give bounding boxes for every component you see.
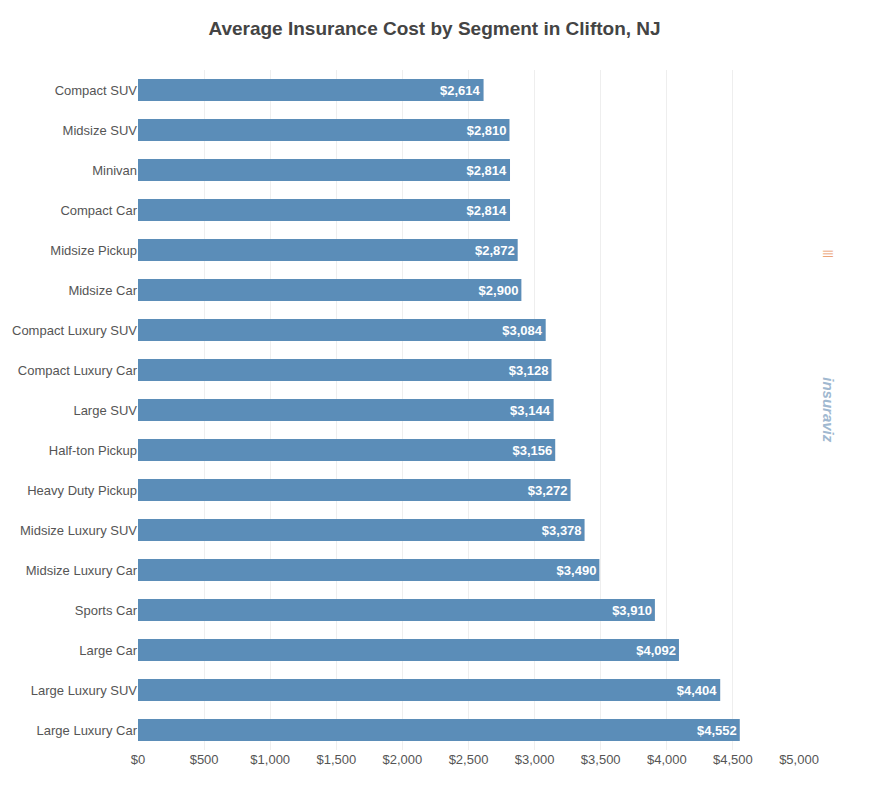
svg-text:$3,128: $3,128 [509,363,549,378]
svg-text:$2,872: $2,872 [475,243,515,258]
svg-text:$3,378: $3,378 [542,523,582,538]
svg-text:Large Luxury SUV: Large Luxury SUV [31,683,138,698]
svg-text:$2,814: $2,814 [466,203,507,218]
svg-text:$1,500: $1,500 [316,752,356,767]
svg-text:insuraviz: insuraviz [820,377,837,443]
svg-text:Compact Luxury Car: Compact Luxury Car [18,363,138,378]
svg-text:$3,910: $3,910 [612,603,652,618]
svg-text:$3,500: $3,500 [581,752,621,767]
svg-text:Compact SUV: Compact SUV [55,83,138,98]
svg-text:Midsize Luxury SUV: Midsize Luxury SUV [20,523,137,538]
svg-text:$3,156: $3,156 [512,443,552,458]
svg-text:$3,000: $3,000 [515,752,555,767]
svg-text:Large Luxury Car: Large Luxury Car [37,723,138,738]
svg-text:Minivan: Minivan [92,163,137,178]
svg-text:$2,814: $2,814 [466,163,507,178]
svg-text:$4,500: $4,500 [713,752,753,767]
svg-text:$2,810: $2,810 [467,123,507,138]
svg-text:$1,000: $1,000 [250,752,290,767]
svg-text:$3,144: $3,144 [510,403,551,418]
svg-text:$2,500: $2,500 [449,752,489,767]
svg-text:Midsize SUV: Midsize SUV [63,123,138,138]
svg-text:$3,490: $3,490 [557,563,597,578]
svg-text:Compact Luxury SUV: Compact Luxury SUV [12,323,137,338]
svg-text:$2,614: $2,614 [440,83,481,98]
svg-text:$4,000: $4,000 [647,752,687,767]
svg-text:Compact Car: Compact Car [60,203,137,218]
svg-text:Large Car: Large Car [79,643,137,658]
svg-text:$4,552: $4,552 [697,723,737,738]
svg-text:$3,272: $3,272 [528,483,568,498]
svg-text:$2,900: $2,900 [479,283,519,298]
svg-text:$500: $500 [190,752,219,767]
svg-text:Midsize Luxury Car: Midsize Luxury Car [26,563,138,578]
svg-text:Heavy Duty Pickup: Heavy Duty Pickup [27,483,137,498]
svg-text:|||: ||| [823,250,834,258]
svg-text:Half-ton Pickup: Half-ton Pickup [49,443,137,458]
svg-text:$4,404: $4,404 [677,683,718,698]
svg-text:Large SUV: Large SUV [73,403,137,418]
svg-text:Sports Car: Sports Car [75,603,138,618]
svg-text:$3,084: $3,084 [502,323,543,338]
svg-text:$5,000: $5,000 [779,752,819,767]
svg-text:Midsize Pickup: Midsize Pickup [50,243,137,258]
svg-text:$4,092: $4,092 [636,643,676,658]
svg-text:Midsize Car: Midsize Car [68,283,137,298]
svg-text:Average Insurance Cost by Segm: Average Insurance Cost by Segment in Cli… [208,18,660,39]
svg-text:$2,000: $2,000 [383,752,423,767]
svg-text:$0: $0 [131,752,145,767]
